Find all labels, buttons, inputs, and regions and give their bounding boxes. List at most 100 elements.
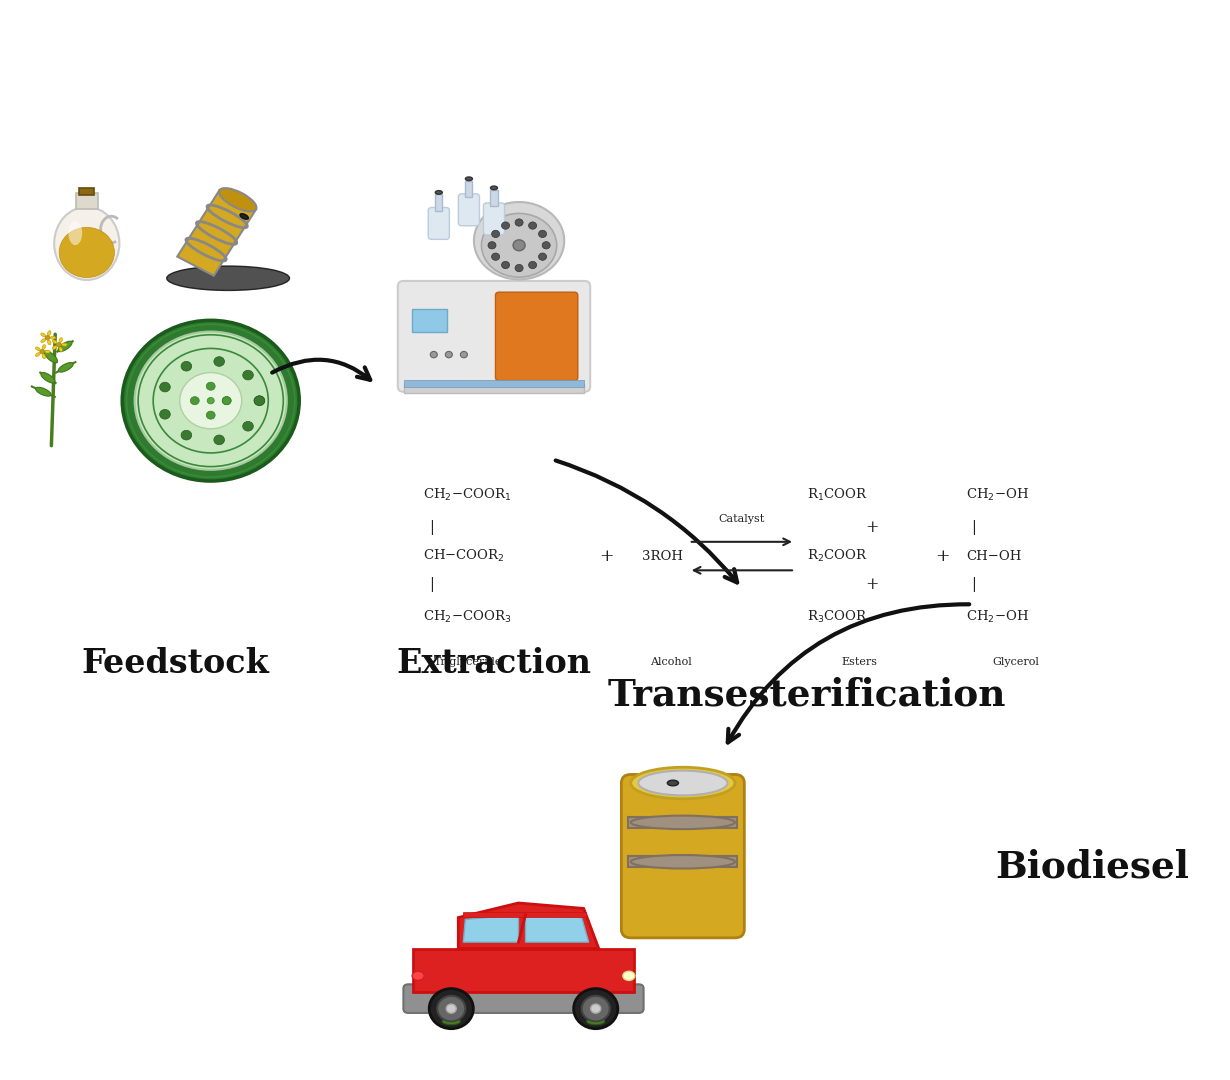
Ellipse shape xyxy=(53,340,57,343)
Ellipse shape xyxy=(41,373,55,383)
Text: Triglyceride: Triglyceride xyxy=(434,657,502,667)
Ellipse shape xyxy=(44,350,50,353)
Ellipse shape xyxy=(160,382,170,392)
Ellipse shape xyxy=(39,350,44,354)
Text: |: | xyxy=(429,521,434,535)
Polygon shape xyxy=(525,915,589,942)
Polygon shape xyxy=(413,948,633,993)
Ellipse shape xyxy=(181,430,192,440)
Ellipse shape xyxy=(513,240,525,251)
Bar xyxy=(403,380,584,388)
Text: Esters: Esters xyxy=(841,657,878,667)
Ellipse shape xyxy=(160,409,170,419)
Ellipse shape xyxy=(255,396,264,405)
Ellipse shape xyxy=(430,351,438,357)
Ellipse shape xyxy=(587,1018,605,1025)
Text: +: + xyxy=(865,576,878,593)
Ellipse shape xyxy=(242,421,253,431)
Text: Feedstock: Feedstock xyxy=(81,647,269,679)
Ellipse shape xyxy=(36,347,41,351)
Ellipse shape xyxy=(492,253,499,260)
Ellipse shape xyxy=(59,228,114,278)
Ellipse shape xyxy=(492,230,499,238)
Ellipse shape xyxy=(207,411,215,419)
Ellipse shape xyxy=(491,186,497,190)
Text: R$_1$COOR: R$_1$COOR xyxy=(807,487,867,503)
Ellipse shape xyxy=(582,996,610,1022)
Ellipse shape xyxy=(474,202,565,280)
Ellipse shape xyxy=(488,242,496,248)
Text: CH−OH: CH−OH xyxy=(966,550,1021,563)
Ellipse shape xyxy=(41,333,46,337)
Ellipse shape xyxy=(631,767,734,799)
Ellipse shape xyxy=(631,855,734,868)
Ellipse shape xyxy=(240,214,248,219)
Bar xyxy=(629,816,737,828)
Ellipse shape xyxy=(214,435,225,445)
Ellipse shape xyxy=(207,397,214,404)
Ellipse shape xyxy=(502,221,509,229)
Ellipse shape xyxy=(58,363,74,373)
Text: CH−COOR$_2$: CH−COOR$_2$ xyxy=(423,548,504,564)
Text: +: + xyxy=(935,548,950,565)
FancyBboxPatch shape xyxy=(397,281,590,392)
Bar xyxy=(435,194,443,211)
Ellipse shape xyxy=(191,396,199,405)
Ellipse shape xyxy=(50,336,55,339)
Ellipse shape xyxy=(122,321,299,481)
Text: CH$_2$−OH: CH$_2$−OH xyxy=(966,487,1030,503)
Ellipse shape xyxy=(214,356,225,366)
Ellipse shape xyxy=(435,191,443,194)
Ellipse shape xyxy=(539,253,546,260)
Ellipse shape xyxy=(539,230,546,238)
FancyBboxPatch shape xyxy=(459,193,480,226)
Ellipse shape xyxy=(242,370,253,380)
Ellipse shape xyxy=(412,971,424,981)
Text: 3ROH: 3ROH xyxy=(642,550,683,563)
Ellipse shape xyxy=(573,988,617,1028)
FancyBboxPatch shape xyxy=(428,207,449,240)
Bar xyxy=(403,383,584,393)
Text: CH$_2$−OH: CH$_2$−OH xyxy=(966,609,1030,625)
Bar xyxy=(629,856,737,867)
Text: Alcohol: Alcohol xyxy=(651,657,692,667)
Ellipse shape xyxy=(58,341,73,352)
Ellipse shape xyxy=(223,396,231,405)
Bar xyxy=(491,190,497,206)
Ellipse shape xyxy=(207,382,215,390)
Ellipse shape xyxy=(515,265,523,272)
Ellipse shape xyxy=(446,1004,456,1013)
Ellipse shape xyxy=(429,988,474,1028)
Ellipse shape xyxy=(42,354,46,359)
Bar xyxy=(464,913,585,917)
Text: Transesterification: Transesterification xyxy=(608,677,1006,714)
Ellipse shape xyxy=(460,351,467,357)
Ellipse shape xyxy=(223,396,231,405)
Ellipse shape xyxy=(219,188,257,212)
Polygon shape xyxy=(459,903,599,948)
Ellipse shape xyxy=(48,330,50,336)
Ellipse shape xyxy=(36,388,50,396)
Ellipse shape xyxy=(180,373,242,429)
FancyBboxPatch shape xyxy=(621,774,744,937)
Bar xyxy=(465,180,472,197)
FancyBboxPatch shape xyxy=(403,984,643,1013)
Ellipse shape xyxy=(134,332,287,470)
Ellipse shape xyxy=(53,346,57,349)
Text: |: | xyxy=(970,521,975,535)
Ellipse shape xyxy=(59,347,63,352)
Ellipse shape xyxy=(515,219,523,226)
Bar xyxy=(412,309,446,332)
Ellipse shape xyxy=(622,971,635,981)
Ellipse shape xyxy=(69,220,82,245)
Text: |: | xyxy=(429,577,434,592)
Text: R$_2$COOR: R$_2$COOR xyxy=(807,548,867,564)
Ellipse shape xyxy=(437,996,465,1022)
Text: Biodiesel: Biodiesel xyxy=(995,849,1189,886)
Text: |: | xyxy=(970,577,975,592)
Ellipse shape xyxy=(590,1004,600,1013)
Ellipse shape xyxy=(46,336,50,340)
Text: Extraction: Extraction xyxy=(396,647,592,679)
Ellipse shape xyxy=(631,815,734,829)
Text: Glycerol: Glycerol xyxy=(993,657,1039,667)
